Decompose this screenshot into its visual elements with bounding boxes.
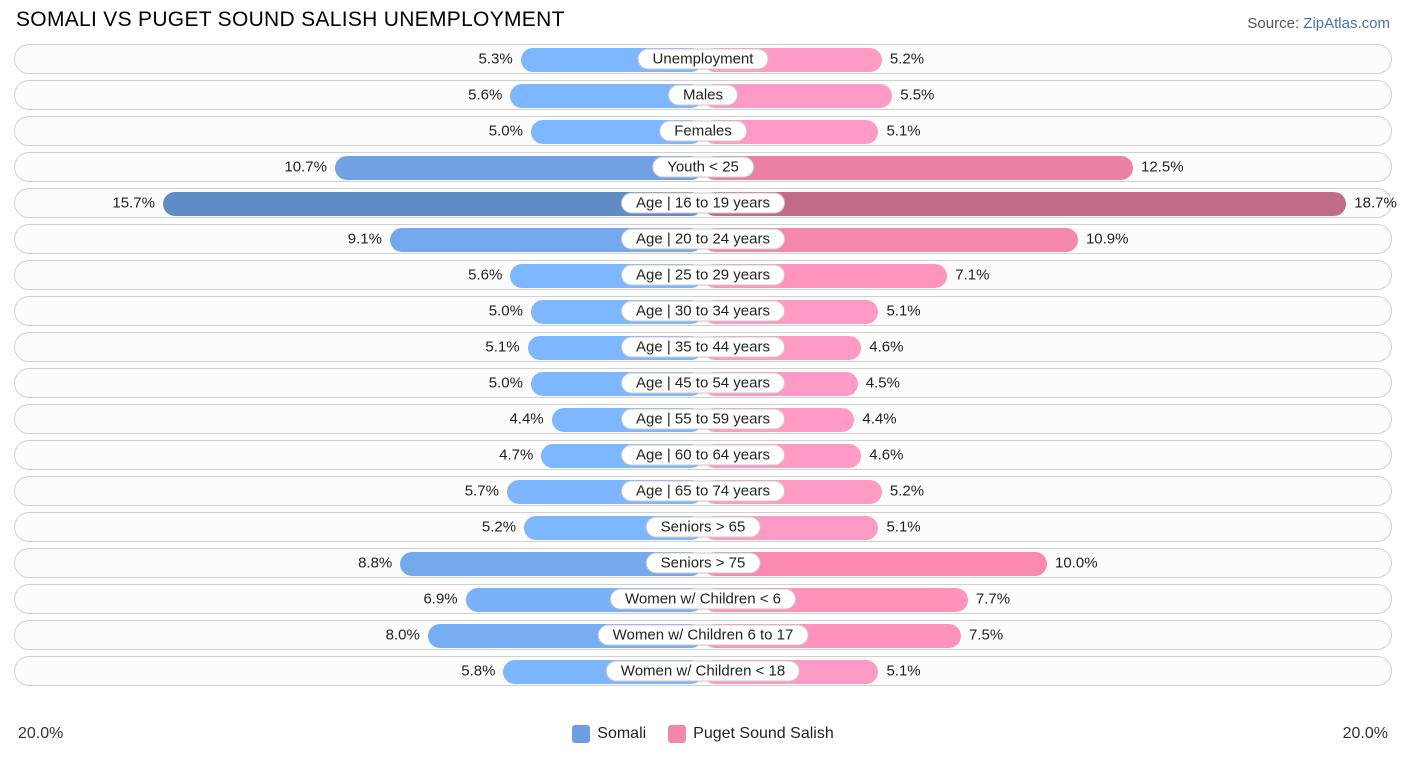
value-left: 5.6%: [468, 267, 502, 284]
value-left: 5.3%: [478, 51, 512, 68]
chart-row: 5.0% 4.5% Age | 45 to 54 years: [14, 368, 1392, 398]
value-right: 5.5%: [900, 87, 934, 104]
chart-row: 5.8% 5.1% Women w/ Children < 18: [14, 656, 1392, 686]
legend: Somali Puget Sound Salish: [572, 725, 833, 743]
chart-row: 5.2% 5.1% Seniors > 65: [14, 512, 1392, 542]
value-right: 7.7%: [976, 591, 1010, 608]
source-link[interactable]: ZipAtlas.com: [1303, 15, 1390, 32]
value-left: 4.4%: [509, 411, 543, 428]
source-prefix: Source:: [1247, 15, 1303, 32]
value-left: 8.0%: [386, 627, 420, 644]
value-right: 10.0%: [1055, 555, 1098, 572]
chart-row: 8.0% 7.5% Women w/ Children 6 to 17: [14, 620, 1392, 650]
category-label: Age | 25 to 29 years: [621, 265, 785, 286]
chart-row: 9.1% 10.9% Age | 20 to 24 years: [14, 224, 1392, 254]
chart-row: 4.4% 4.4% Age | 55 to 59 years: [14, 404, 1392, 434]
category-label: Seniors > 65: [646, 517, 761, 538]
value-right: 5.1%: [886, 663, 920, 680]
value-left: 4.7%: [499, 447, 533, 464]
value-left: 8.8%: [358, 555, 392, 572]
legend-item-left: Somali: [572, 725, 646, 743]
axis-max-left: 20.0%: [18, 725, 63, 743]
category-label: Age | 60 to 64 years: [621, 445, 785, 466]
bar-right: [703, 156, 1133, 180]
value-right: 4.4%: [862, 411, 896, 428]
value-right: 4.6%: [869, 447, 903, 464]
chart-container: SOMALI VS PUGET SOUND SALISH UNEMPLOYMEN…: [0, 0, 1406, 757]
value-right: 7.1%: [955, 267, 989, 284]
category-label: Age | 45 to 54 years: [621, 373, 785, 394]
bar-left: [335, 156, 703, 180]
legend-item-right: Puget Sound Salish: [668, 725, 834, 743]
chart-row: 8.8% 10.0% Seniors > 75: [14, 548, 1392, 578]
value-left: 9.1%: [348, 231, 382, 248]
legend-swatch-left: [572, 725, 590, 743]
value-right: 18.7%: [1354, 195, 1397, 212]
chart-header: SOMALI VS PUGET SOUND SALISH UNEMPLOYMEN…: [12, 8, 1394, 42]
chart-row: 5.6% 5.5% Males: [14, 80, 1392, 110]
value-left: 5.7%: [465, 483, 499, 500]
category-label: Age | 55 to 59 years: [621, 409, 785, 430]
value-left: 15.7%: [112, 195, 155, 212]
value-right: 12.5%: [1141, 159, 1184, 176]
value-left: 5.1%: [485, 339, 519, 356]
category-label: Women w/ Children < 6: [610, 589, 796, 610]
value-right: 4.6%: [869, 339, 903, 356]
category-label: Women w/ Children 6 to 17: [598, 625, 809, 646]
value-left: 5.8%: [461, 663, 495, 680]
category-label: Seniors > 75: [646, 553, 761, 574]
chart-row: 15.7%18.7%Age | 16 to 19 years: [14, 188, 1392, 218]
value-left: 5.2%: [482, 519, 516, 536]
category-label: Age | 35 to 44 years: [621, 337, 785, 358]
bar-right: [703, 192, 1346, 216]
chart-row: 5.0% 5.1% Age | 30 to 34 years: [14, 296, 1392, 326]
chart-row: 5.3% 5.2% Unemployment: [14, 44, 1392, 74]
category-label: Age | 65 to 74 years: [621, 481, 785, 502]
legend-swatch-right: [668, 725, 686, 743]
category-label: Males: [668, 85, 738, 106]
legend-label-left: Somali: [597, 725, 646, 743]
category-label: Age | 30 to 34 years: [621, 301, 785, 322]
value-left: 5.6%: [468, 87, 502, 104]
chart-row: 4.7% 4.6% Age | 60 to 64 years: [14, 440, 1392, 470]
chart-row: 5.7% 5.2% Age | 65 to 74 years: [14, 476, 1392, 506]
value-left: 10.7%: [284, 159, 327, 176]
chart-footer: 20.0% Somali Puget Sound Salish 20.0%: [12, 719, 1394, 757]
value-left: 5.0%: [489, 123, 523, 140]
axis-max-right: 20.0%: [1343, 725, 1388, 743]
value-right: 7.5%: [969, 627, 1003, 644]
value-right: 5.1%: [886, 123, 920, 140]
chart-row: 10.7% 12.5% Youth < 25: [14, 152, 1392, 182]
chart-title: SOMALI VS PUGET SOUND SALISH UNEMPLOYMEN…: [16, 8, 565, 32]
chart-row: 6.9% 7.7% Women w/ Children < 6: [14, 584, 1392, 614]
value-right: 5.1%: [886, 303, 920, 320]
value-right: 5.2%: [890, 51, 924, 68]
legend-label-right: Puget Sound Salish: [693, 725, 834, 743]
value-right: 5.1%: [886, 519, 920, 536]
chart-row: 5.6% 7.1% Age | 25 to 29 years: [14, 260, 1392, 290]
value-left: 5.0%: [489, 303, 523, 320]
category-label: Unemployment: [638, 49, 769, 70]
value-left: 5.0%: [489, 375, 523, 392]
chart-row: 5.1% 4.6% Age | 35 to 44 years: [14, 332, 1392, 362]
chart-area: 5.3% 5.2% Unemployment 5.6% 5.5% Males 5.0% 5.1…: [12, 42, 1394, 719]
value-right: 4.5%: [866, 375, 900, 392]
category-label: Age | 20 to 24 years: [621, 229, 785, 250]
value-left: 6.9%: [423, 591, 457, 608]
category-label: Women w/ Children < 18: [606, 661, 800, 682]
category-label: Youth < 25: [652, 157, 754, 178]
value-right: 5.2%: [890, 483, 924, 500]
category-label: Females: [659, 121, 747, 142]
chart-row: 5.0% 5.1% Females: [14, 116, 1392, 146]
value-right: 10.9%: [1086, 231, 1129, 248]
category-label: Age | 16 to 19 years: [621, 193, 785, 214]
chart-source: Source: ZipAtlas.com: [1247, 15, 1390, 32]
